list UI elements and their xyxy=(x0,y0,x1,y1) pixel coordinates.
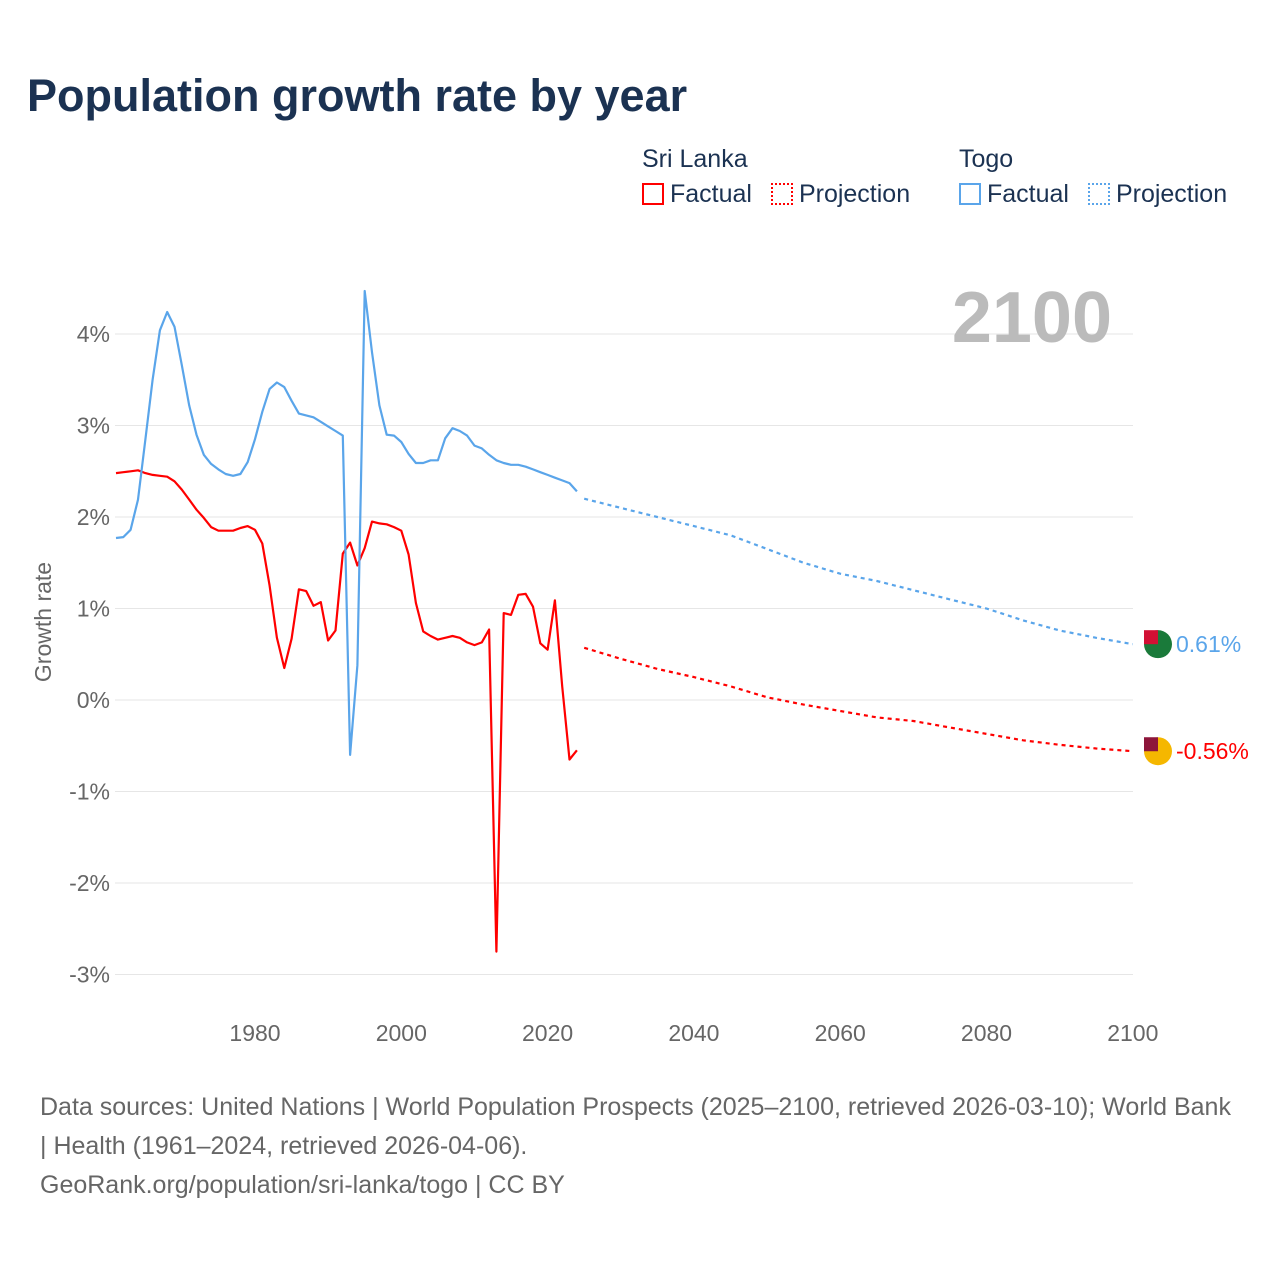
y-tick-label: 3% xyxy=(77,413,110,439)
legend-swatch-solid xyxy=(959,183,981,205)
y-tick-label: -3% xyxy=(69,962,110,988)
legend-label: Projection xyxy=(798,180,911,208)
legend-item-projection[interactable]: Projection xyxy=(1087,180,1228,208)
legend-group-title: Sri Lanka xyxy=(642,145,748,173)
y-tick-label: 1% xyxy=(77,596,110,622)
end-value-label: -0.56% xyxy=(1176,738,1249,764)
year-label: 2100 xyxy=(952,278,1112,358)
legend-swatch-dotted xyxy=(770,183,793,205)
legend-item-factual[interactable]: Factual xyxy=(642,180,752,208)
footer: Data sources: United Nations | World Pop… xyxy=(40,1088,1240,1205)
y-tick-label: 0% xyxy=(77,687,110,713)
legend-group-title: Togo xyxy=(959,145,1014,173)
x-tick-label: 2100 xyxy=(1107,1020,1158,1046)
chart-title: Population growth rate by year xyxy=(27,70,688,121)
factual-line-1 xyxy=(115,289,578,757)
flag-icon-detail xyxy=(1144,630,1158,645)
legend-label: Factual xyxy=(670,180,752,208)
legend-label: Projection xyxy=(1115,180,1228,208)
x-tick-label: 1980 xyxy=(229,1020,280,1046)
legend-group-togo: Togo Factual Projection xyxy=(959,145,1227,209)
line-chart: -3% -2% -1% 0% 1% 2% 3% 4% 1980 2000 2020 2040 2060 2… xyxy=(30,278,1249,1046)
legend-item-projection[interactable]: Projection xyxy=(770,180,911,208)
flag-icon-detail xyxy=(1144,737,1158,752)
data-sources: Data sources: United Nations | World Pop… xyxy=(40,1093,1231,1160)
x-tick-label: 2020 xyxy=(522,1020,573,1046)
legend-item-factual[interactable]: Factual xyxy=(959,180,1069,208)
x-tick-label: 2040 xyxy=(668,1020,719,1046)
source-link[interactable]: GeoRank.org/population/sri-lanka/togo | … xyxy=(40,1171,565,1199)
x-tick-label: 2000 xyxy=(376,1020,427,1046)
y-tick-label: 4% xyxy=(77,321,110,347)
factual-line-0 xyxy=(115,469,578,953)
legend-swatch-dotted xyxy=(1087,183,1110,205)
legend-label: Factual xyxy=(987,180,1069,208)
y-tick-label: 2% xyxy=(77,504,110,530)
y-tick-label: -2% xyxy=(69,870,110,896)
x-tick-label: 2060 xyxy=(815,1020,866,1046)
y-tick-label: -1% xyxy=(69,779,110,805)
legend-group-sri-lanka: Sri Lanka Factual Projection xyxy=(642,145,910,209)
y-axis-label: Growth rate xyxy=(30,562,56,682)
legend-swatch-solid xyxy=(642,183,664,205)
end-value-label: 0.61% xyxy=(1176,631,1241,657)
projection-line-1 xyxy=(583,497,1133,646)
x-tick-label: 2080 xyxy=(961,1020,1012,1046)
projection-line-0 xyxy=(583,646,1133,753)
